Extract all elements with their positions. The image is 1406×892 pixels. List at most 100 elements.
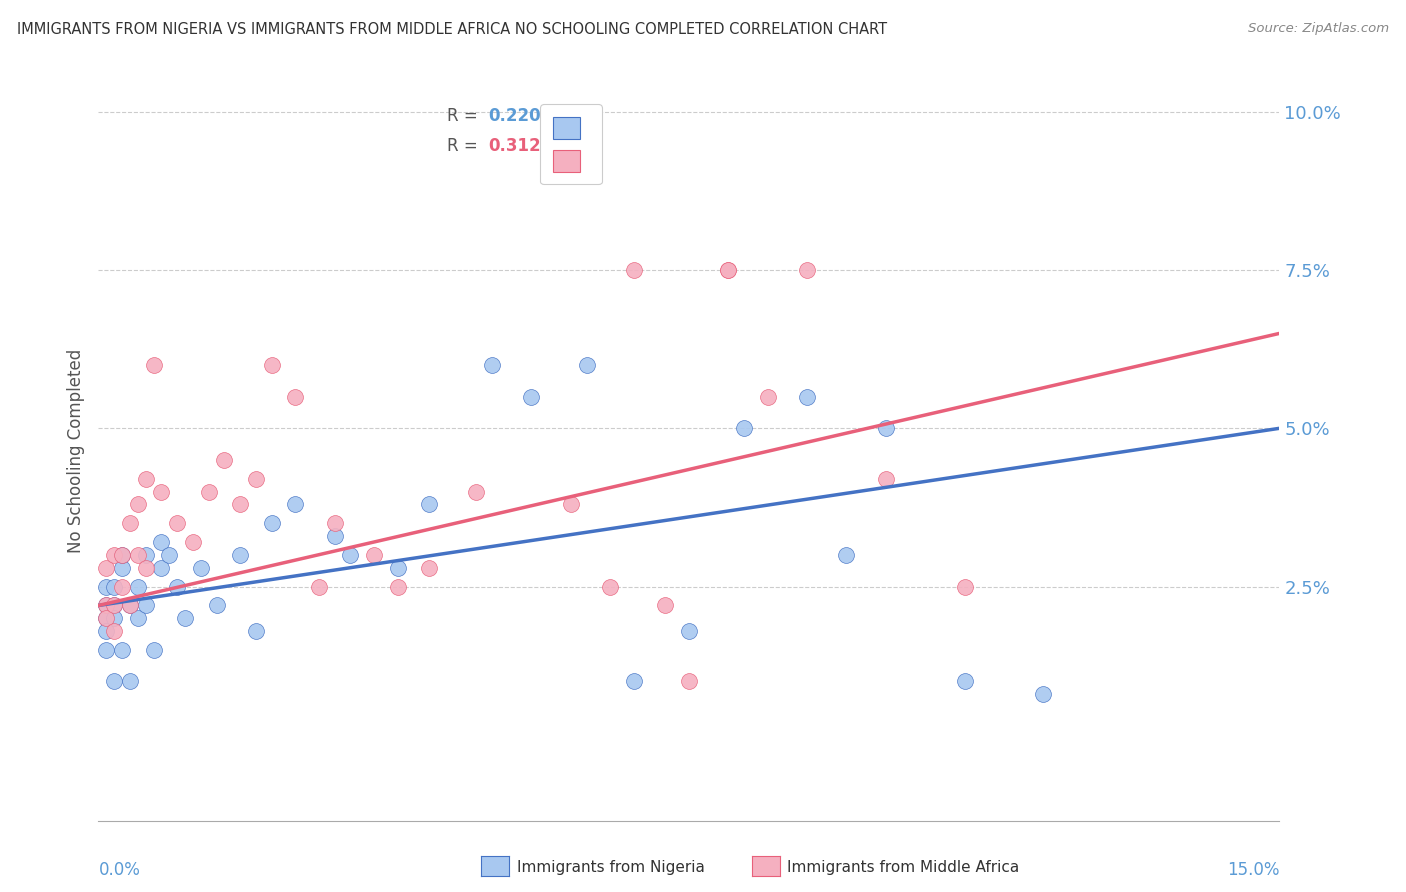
Point bbox=[118, 599, 141, 613]
Text: IMMIGRANTS FROM NIGERIA VS IMMIGRANTS FROM MIDDLE AFRICA NO SCHOOLING COMPLETED : IMMIGRANTS FROM NIGERIA VS IMMIGRANTS FR… bbox=[17, 22, 887, 37]
Point bbox=[103, 611, 125, 625]
Point bbox=[96, 624, 118, 638]
Point bbox=[111, 580, 134, 594]
Text: 0.220: 0.220 bbox=[488, 107, 541, 125]
Point bbox=[623, 674, 645, 689]
Point bbox=[560, 497, 582, 511]
Point bbox=[260, 358, 283, 372]
Point bbox=[796, 390, 818, 404]
Point bbox=[654, 599, 676, 613]
Point bbox=[323, 516, 346, 531]
Point bbox=[103, 599, 125, 613]
Point bbox=[229, 497, 252, 511]
Point bbox=[135, 472, 157, 486]
Point bbox=[733, 421, 755, 435]
Point bbox=[127, 580, 149, 594]
Text: 0.0%: 0.0% bbox=[98, 862, 141, 880]
Point bbox=[111, 560, 134, 574]
Point bbox=[181, 535, 204, 549]
Point bbox=[150, 535, 173, 549]
Point bbox=[96, 611, 118, 625]
Point bbox=[127, 548, 149, 562]
Point bbox=[387, 580, 409, 594]
Text: 0.312: 0.312 bbox=[488, 136, 541, 154]
Point bbox=[96, 611, 118, 625]
Point bbox=[96, 560, 118, 574]
Text: Source: ZipAtlas.com: Source: ZipAtlas.com bbox=[1249, 22, 1389, 36]
Point bbox=[875, 421, 897, 435]
Point bbox=[418, 560, 440, 574]
Point bbox=[520, 390, 543, 404]
Point bbox=[284, 497, 307, 511]
Point bbox=[118, 674, 141, 689]
Point bbox=[127, 611, 149, 625]
Legend: , : , bbox=[540, 104, 602, 185]
Point bbox=[96, 599, 118, 613]
Point bbox=[127, 497, 149, 511]
Point bbox=[205, 599, 228, 613]
Point bbox=[103, 624, 125, 638]
Point bbox=[135, 548, 157, 562]
Point bbox=[835, 548, 858, 562]
Point bbox=[166, 516, 188, 531]
Point bbox=[118, 516, 141, 531]
Point bbox=[678, 624, 700, 638]
Point bbox=[1032, 687, 1054, 701]
Point bbox=[339, 548, 361, 562]
Point bbox=[678, 674, 700, 689]
Text: Immigrants from Nigeria: Immigrants from Nigeria bbox=[517, 860, 706, 874]
Point bbox=[214, 453, 236, 467]
Point bbox=[150, 560, 173, 574]
Point bbox=[111, 548, 134, 562]
Point bbox=[756, 390, 779, 404]
Point bbox=[599, 580, 621, 594]
Text: 41: 41 bbox=[571, 136, 593, 154]
Point bbox=[96, 642, 118, 657]
Point bbox=[875, 472, 897, 486]
Text: R =: R = bbox=[447, 136, 482, 154]
Point bbox=[260, 516, 283, 531]
Point bbox=[96, 580, 118, 594]
Point bbox=[953, 674, 976, 689]
Point bbox=[166, 580, 188, 594]
Point bbox=[229, 548, 252, 562]
Text: N =: N = bbox=[541, 136, 578, 154]
Point bbox=[111, 642, 134, 657]
Point bbox=[284, 390, 307, 404]
Point bbox=[465, 484, 488, 499]
Point bbox=[245, 624, 267, 638]
Point bbox=[190, 560, 212, 574]
Point bbox=[103, 599, 125, 613]
Point bbox=[575, 358, 598, 372]
Point bbox=[717, 263, 740, 277]
Point bbox=[796, 263, 818, 277]
Point bbox=[118, 599, 141, 613]
Point bbox=[363, 548, 385, 562]
Point bbox=[135, 560, 157, 574]
Point bbox=[387, 560, 409, 574]
Point bbox=[717, 263, 740, 277]
Point bbox=[953, 580, 976, 594]
Text: 15.0%: 15.0% bbox=[1227, 862, 1279, 880]
Point bbox=[111, 548, 134, 562]
Y-axis label: No Schooling Completed: No Schooling Completed bbox=[66, 349, 84, 552]
Text: Immigrants from Middle Africa: Immigrants from Middle Africa bbox=[787, 860, 1019, 874]
Point bbox=[142, 642, 165, 657]
Point bbox=[197, 484, 219, 499]
Point bbox=[96, 599, 118, 613]
Point bbox=[418, 497, 440, 511]
Point bbox=[308, 580, 330, 594]
Point bbox=[103, 548, 125, 562]
Point bbox=[103, 580, 125, 594]
Text: 45: 45 bbox=[571, 107, 593, 125]
Text: N =: N = bbox=[541, 107, 578, 125]
Point bbox=[150, 484, 173, 499]
Point bbox=[174, 611, 197, 625]
Point bbox=[245, 472, 267, 486]
Point bbox=[157, 548, 180, 562]
Point bbox=[135, 599, 157, 613]
Point bbox=[623, 263, 645, 277]
Point bbox=[323, 529, 346, 543]
Point bbox=[103, 674, 125, 689]
Point bbox=[481, 358, 503, 372]
